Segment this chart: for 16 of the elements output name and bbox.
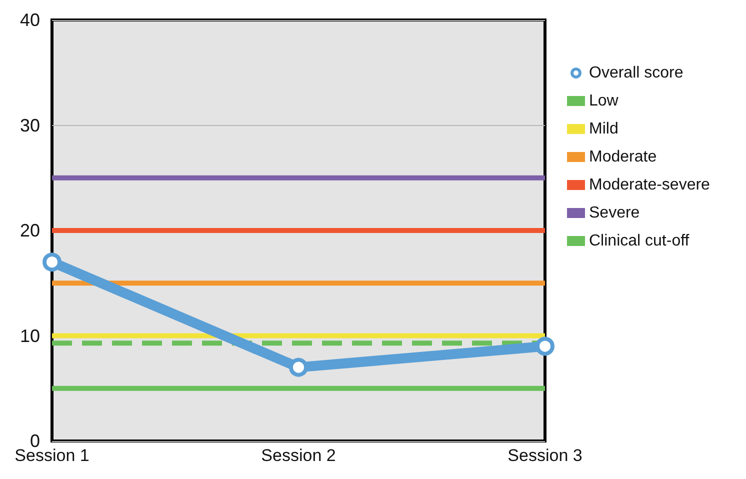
legend-label: Severe — [589, 204, 640, 222]
y-tick-label: 10 — [20, 326, 40, 346]
point — [42, 252, 62, 272]
y-tick-label: 20 — [20, 220, 40, 240]
point — [536, 336, 554, 356]
x-tick-label: Session 2 — [261, 446, 336, 465]
legend-label: Moderate-severe — [589, 176, 710, 194]
legend-label: Clinical cut-off — [589, 232, 690, 250]
x-tick-label: Session 3 — [508, 446, 582, 465]
legend-label: Overall score — [589, 64, 684, 82]
legend-label: Low — [589, 92, 619, 110]
y-tick-label: 30 — [20, 115, 40, 136]
y-tick-label: 40 — [20, 10, 40, 30]
legend-label: Moderate — [589, 148, 657, 166]
point — [289, 358, 308, 377]
legend-label: Mild — [589, 120, 618, 138]
